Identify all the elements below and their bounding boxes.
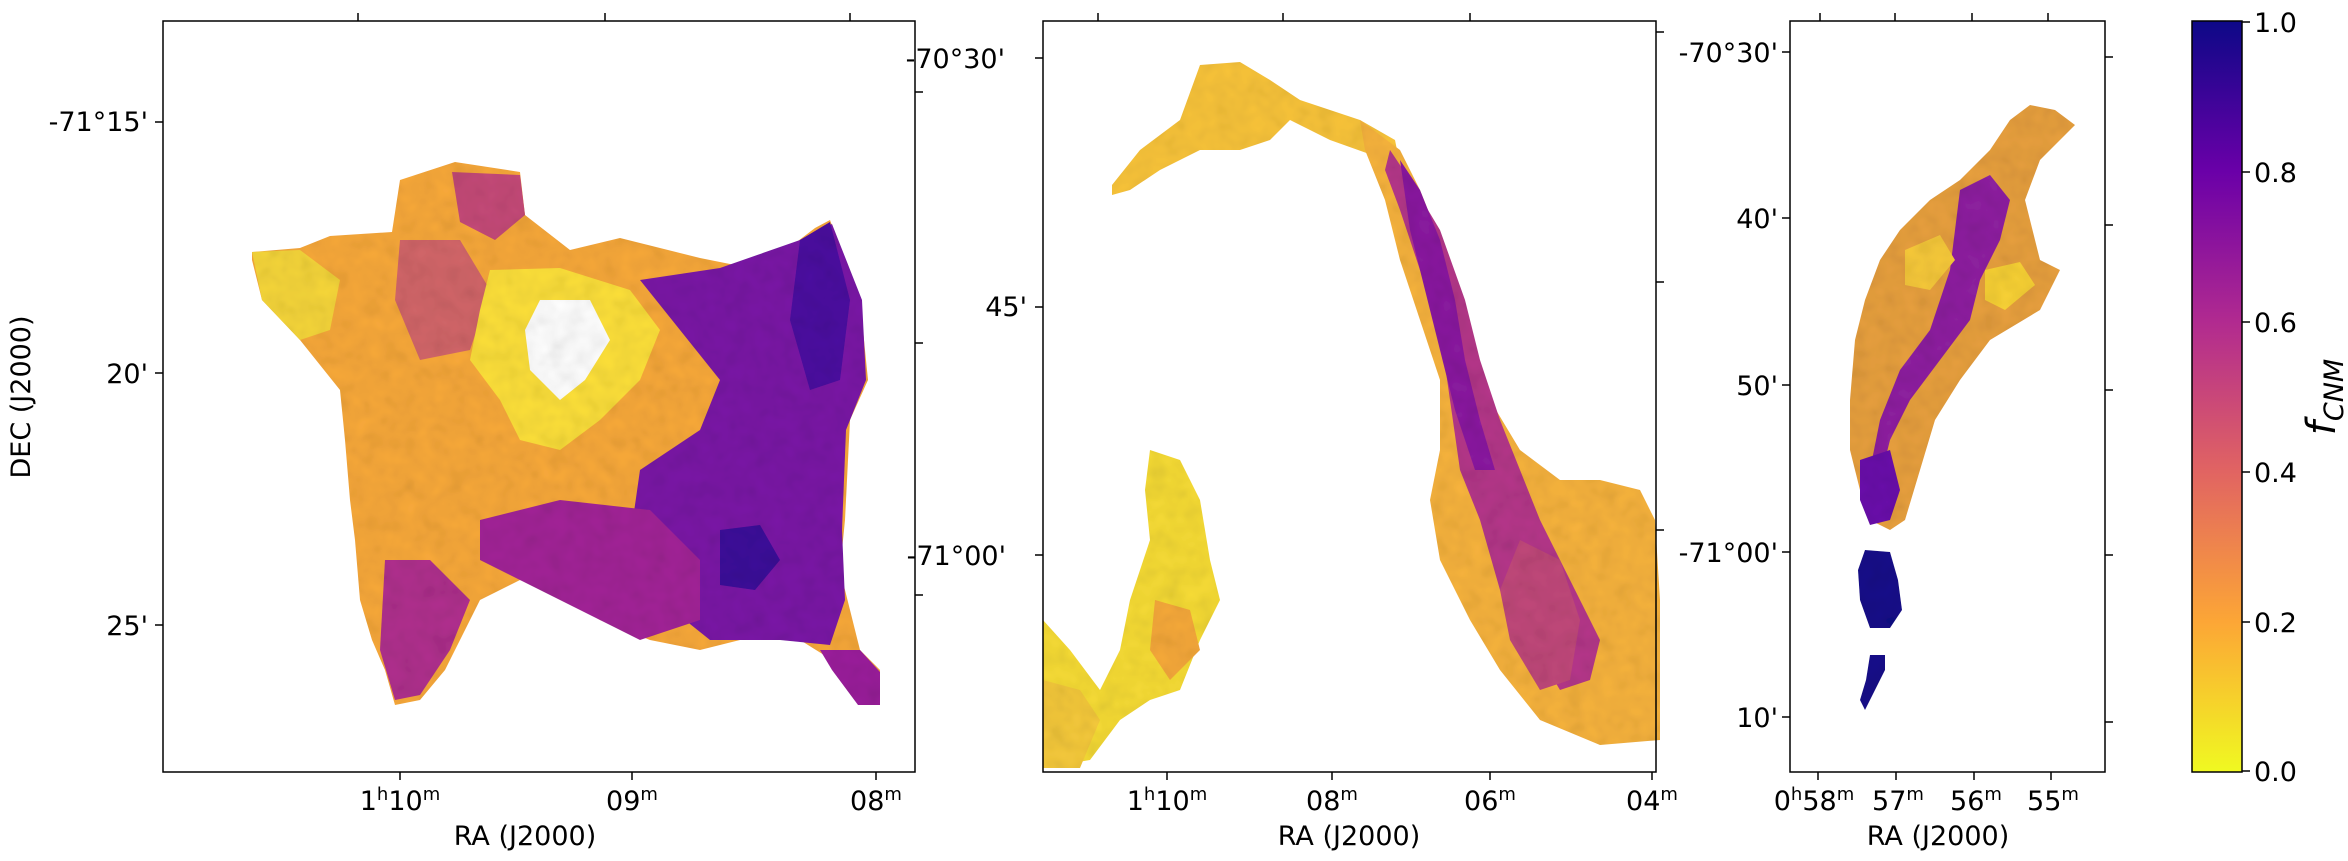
middle-top-ticks	[1097, 13, 1471, 21]
middle-sw-corner	[1043, 680, 1100, 768]
colorbar-label: fCNM	[2299, 359, 2348, 435]
right-axes-frame	[1789, 20, 2106, 773]
middle-sw-orange	[1150, 600, 1200, 680]
left-map	[252, 162, 880, 705]
right-top-ticks	[1819, 13, 2049, 21]
right-y-tick-label: 10'	[1736, 703, 1778, 734]
colorbar-tick-label: 1.0	[2254, 8, 2297, 39]
left-right-tick-label: 45'	[985, 292, 1027, 323]
right-right-ticks	[2105, 56, 2113, 723]
middle-filament-core	[1400, 160, 1495, 470]
left-x-tick-label: 08m	[850, 784, 902, 817]
left-right-ticks: -70°30' 45' -71°00'	[906, 44, 1027, 596]
right-cloud-yellowpatch2	[1985, 262, 2035, 310]
colorbar-tick-label: 0.8	[2254, 158, 2297, 189]
right-y-tick-label: -71°00'	[1679, 538, 1778, 569]
left-right-tick-label: -71°00'	[907, 541, 1006, 572]
middle-x-tick-label: 06m	[1464, 784, 1516, 817]
middle-filament-arc	[1112, 62, 1400, 195]
left-cloud-sw	[380, 560, 470, 700]
left-y-tick-label: 25'	[106, 611, 148, 642]
right-cloud-southcore	[1860, 450, 1900, 525]
right-x-tick-label: 57m	[1872, 784, 1924, 817]
colorbar-tick-label: 0.0	[2254, 757, 2297, 788]
right-clump-1	[1858, 550, 1902, 628]
right-y-tick-label: -70°30'	[1679, 38, 1778, 69]
left-cloud-midpurple	[480, 500, 700, 640]
left-y-ticks: -71°15' 20' 25'	[49, 107, 163, 642]
middle-right-ticks	[1656, 31, 1664, 531]
colorbar-gradient	[2191, 20, 2243, 773]
right-y-tick-label: 50'	[1736, 371, 1778, 402]
left-top-ticks	[357, 13, 851, 21]
middle-left-ticks	[1035, 57, 1043, 556]
right-y-tick-label: 40'	[1736, 204, 1778, 235]
right-y-ticks: -70°30' 40' 50' -71°00' 10'	[1679, 38, 1790, 734]
left-cloud-north	[452, 172, 525, 240]
left-right-tick-label: -70°30'	[906, 44, 1005, 75]
left-x-axis-label: RA (J2000)	[454, 821, 596, 852]
left-cloud-nw-mid	[395, 240, 490, 360]
right-x-tick-label: 55m	[2027, 784, 2079, 817]
middle-x-tick-label: 08m	[1306, 784, 1358, 817]
left-cloud-ne-dark	[790, 222, 850, 390]
left-y-axis-label: DEC (J2000)	[6, 315, 37, 478]
left-x-tick-label: 1h10m	[360, 784, 441, 817]
right-clump-2	[1860, 655, 1885, 710]
panel-left: -71°15' 20' 25' -70°30' 45' -71°00' 1h10…	[6, 13, 1027, 852]
middle-map	[1043, 62, 1660, 768]
left-y-tick-label: 20'	[106, 359, 148, 390]
right-x-tick-label: 56m	[1950, 784, 2002, 817]
left-y-tick-label: -71°15'	[49, 107, 148, 138]
colorbar-tick-label: 0.4	[2254, 458, 2297, 489]
middle-x-ticks: 1h10m 08m 06m 04m	[1127, 772, 1678, 817]
colorbar-tick-label: 0.2	[2254, 608, 2297, 639]
left-cloud-darkspot	[720, 525, 780, 590]
colorbar-ticks: 1.0 0.8 0.6 0.4 0.2 0.0	[2242, 8, 2297, 788]
middle-axes-frame	[1042, 20, 1657, 773]
left-x-ticks: 1h10m 09m 08m	[360, 772, 902, 817]
right-cloud-purple	[1870, 175, 2010, 480]
middle-sw-clump	[1043, 450, 1220, 768]
left-cloud-yellowedge	[252, 250, 340, 340]
right-cloud-yellowpatches	[1905, 235, 1955, 290]
panel-middle: 1h10m 08m 06m 04m RA (J2000)	[1035, 13, 1678, 852]
middle-x-axis-label: RA (J2000)	[1278, 821, 1420, 852]
left-axes-frame	[162, 20, 916, 773]
right-x-ticks: 0h58m 57m 56m 55m	[1774, 772, 2079, 817]
left-x-tick-label: 09m	[606, 784, 658, 817]
colorbar-tick-label: 0.6	[2254, 308, 2297, 339]
middle-x-tick-label: 1h10m	[1127, 784, 1208, 817]
middle-x-tick-label: 04m	[1626, 784, 1678, 817]
left-cloud-rightspur	[820, 650, 880, 705]
panel-right: -70°30' 40' 50' -71°00' 10' 0h58m	[1679, 13, 2113, 852]
left-cloud-hole	[525, 300, 610, 400]
colorbar: 1.0 0.8 0.6 0.4 0.2 0.0 fCNM	[2191, 8, 2348, 788]
right-x-tick-label: 0h58m	[1774, 784, 1855, 817]
right-map	[1850, 105, 2075, 710]
right-x-axis-label: RA (J2000)	[1867, 821, 2009, 852]
middle-filament-tail	[1500, 540, 1580, 690]
